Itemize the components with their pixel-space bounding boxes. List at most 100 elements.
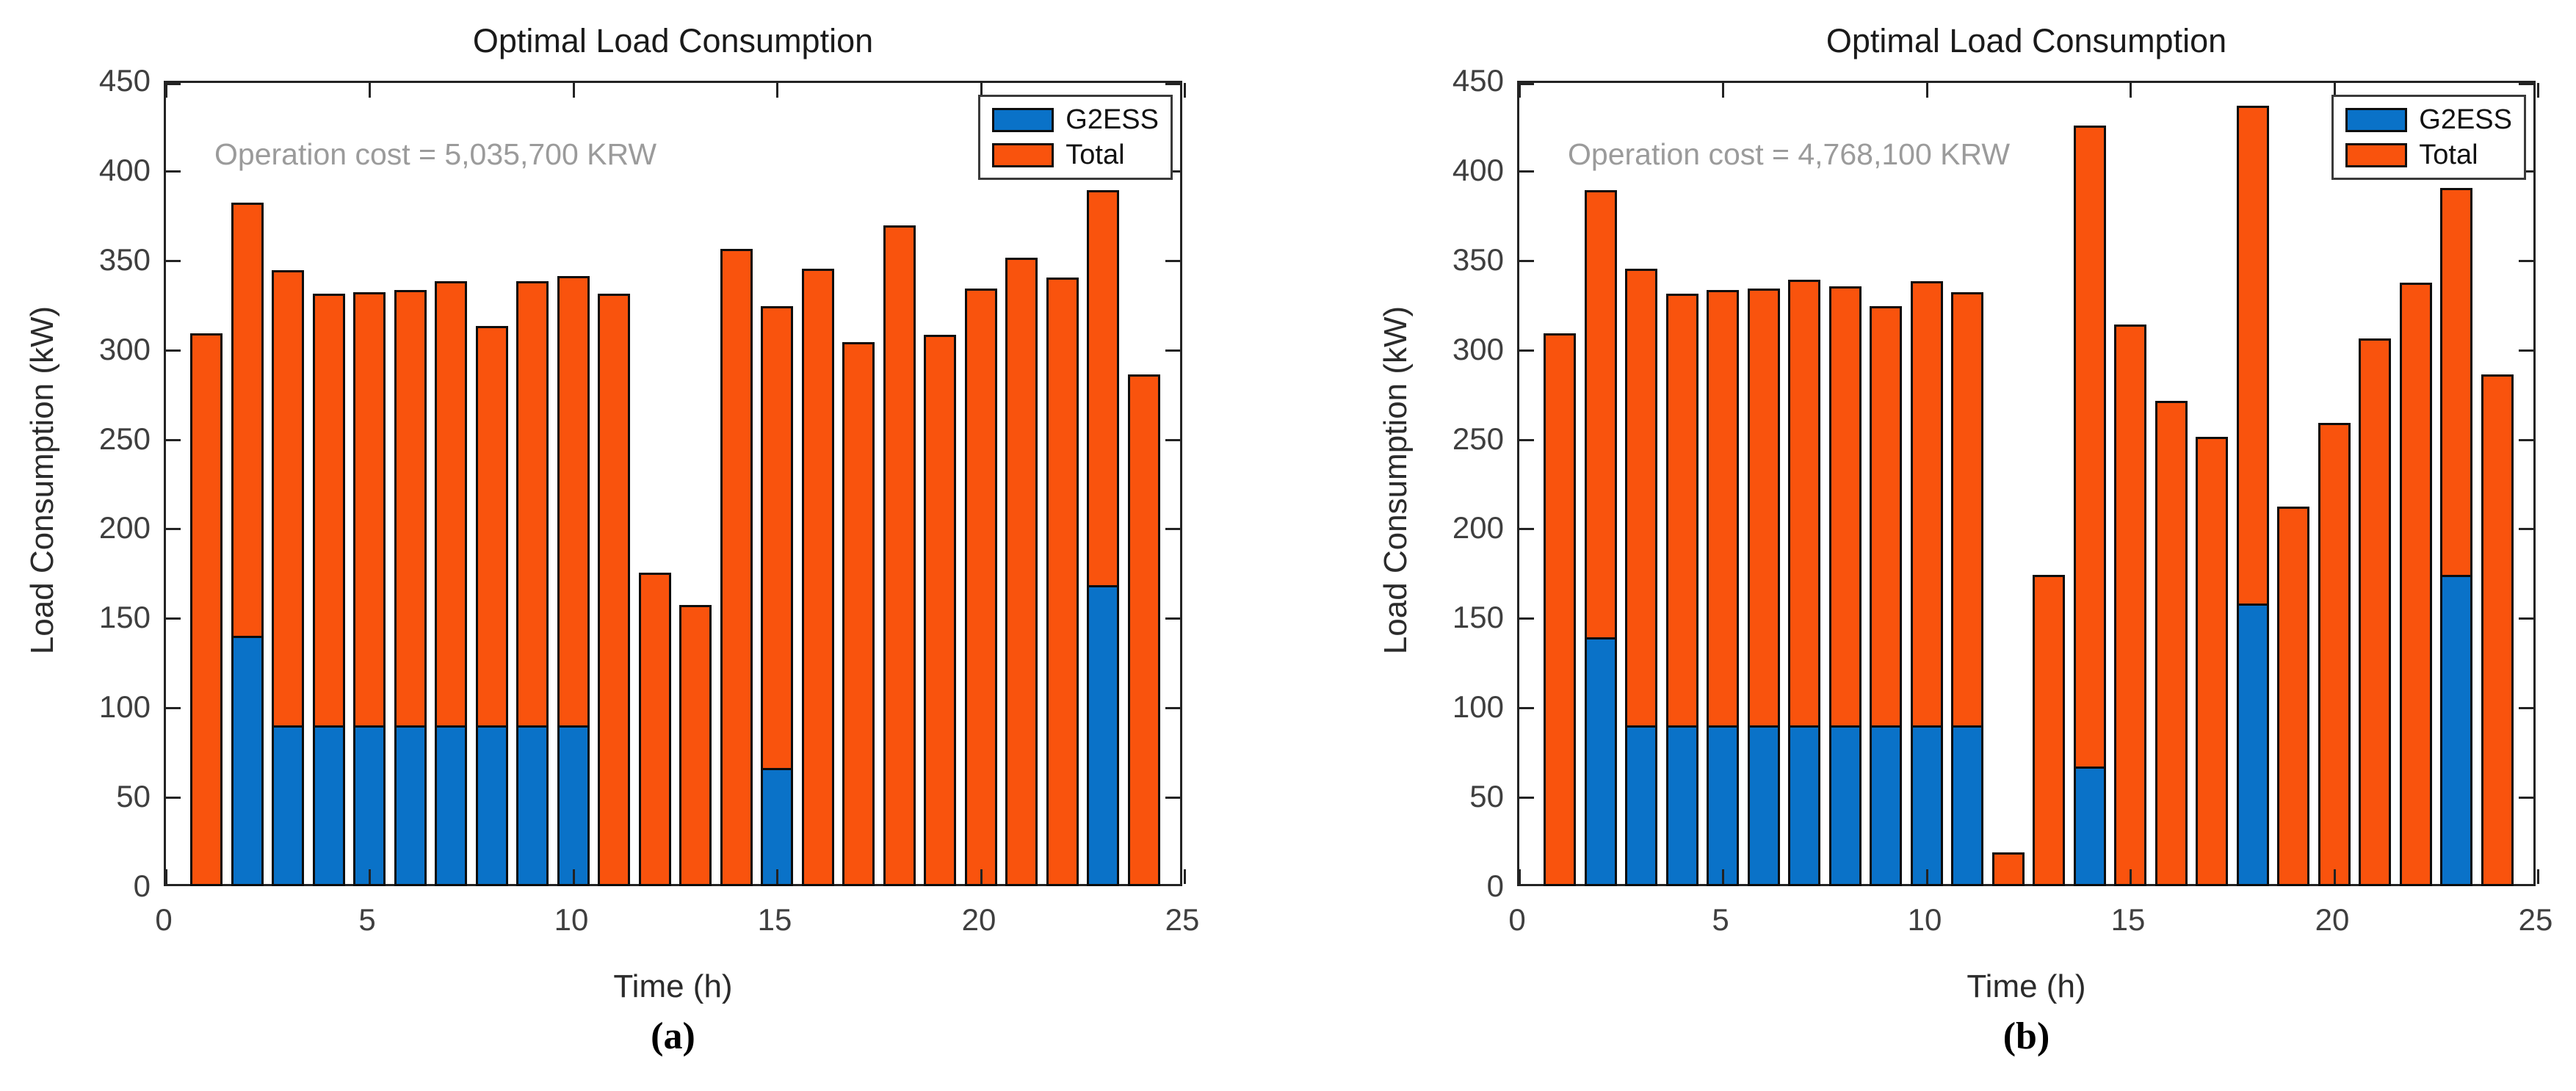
y-tick-mark-right — [2519, 170, 2533, 173]
g2ess-bar — [1951, 725, 1983, 886]
g2ess-bar — [1870, 725, 1902, 886]
y-tick-mark-right — [2519, 528, 2533, 530]
x-tick-mark-top — [776, 83, 778, 98]
total-bar — [1544, 333, 1576, 886]
operation-cost-annotation: Operation cost = 5,035,700 KRW — [214, 137, 657, 171]
y-tick-mark — [1519, 797, 1534, 799]
y-tick-label: 200 — [98, 510, 151, 545]
total-bar — [883, 225, 916, 886]
total-bar — [924, 335, 956, 886]
y-tick-mark-right — [2519, 797, 2533, 799]
legend-label: G2ESS — [2419, 104, 2512, 135]
x-tick-label: 5 — [358, 902, 376, 937]
y-tick-mark — [166, 617, 181, 620]
y-tick-mark — [166, 797, 181, 799]
total-swatch — [2345, 142, 2408, 167]
x-axis-label: Time (h) — [1967, 968, 2086, 1004]
x-tick-label: 10 — [554, 902, 589, 937]
y-tick-label: 200 — [1452, 510, 1504, 545]
y-tick-label: 400 — [1452, 153, 1504, 187]
x-tick-mark — [2537, 869, 2539, 884]
total-bar — [2033, 575, 2065, 886]
plot-area: Operation cost = 5,035,700 KRW G2ESS Total — [164, 81, 1186, 886]
y-tick-mark-right — [1165, 349, 1180, 352]
y-tick-label: 450 — [1452, 63, 1504, 98]
legend-label: Total — [1066, 139, 1125, 170]
y-tick-label: 100 — [1452, 689, 1504, 724]
x-tick-label: 25 — [2518, 902, 2553, 937]
legend-box: G2ESS Total — [2331, 95, 2526, 180]
y-tick-label: 350 — [1452, 242, 1504, 277]
y-tick-mark — [1519, 349, 1534, 352]
x-tick-mark — [2334, 869, 2336, 884]
y-tick-mark — [1519, 617, 1534, 620]
g2ess-bar — [435, 725, 467, 886]
y-tick-mark — [166, 884, 181, 886]
total-bar — [2481, 374, 2514, 886]
y-tick-mark — [1519, 528, 1534, 530]
x-tick-label: 0 — [155, 902, 173, 937]
g2ess-bar — [1829, 725, 1862, 886]
g2ess-bar — [313, 725, 345, 886]
x-tick-mark — [2130, 869, 2132, 884]
x-tick-mark — [980, 869, 983, 884]
legend-entry-g2ess: G2ESS — [992, 106, 1159, 134]
y-tick-label: 250 — [1452, 421, 1504, 456]
y-tick-label: 350 — [98, 242, 151, 277]
chart-title: Optimal Load Consumption — [472, 22, 874, 59]
total-bar — [720, 249, 753, 886]
legend-entry-total: Total — [2345, 141, 2512, 169]
x-tick-mark — [165, 869, 167, 884]
x-tick-mark-top — [369, 83, 371, 98]
total-bar — [1992, 852, 2025, 886]
x-tick-mark-top — [165, 83, 167, 98]
subfigure-caption: (b) — [2002, 1015, 2050, 1057]
chart-title: Optimal Load Consumption — [1826, 22, 2227, 59]
y-tick-label: 150 — [98, 600, 151, 634]
x-tick-mark — [1184, 869, 1186, 884]
y-tick-label: 50 — [116, 779, 151, 813]
g2ess-bar — [394, 725, 427, 886]
x-tick-label: 15 — [757, 902, 792, 937]
x-tick-mark — [776, 869, 778, 884]
total-bar — [802, 269, 834, 886]
total-bar — [2359, 338, 2391, 886]
x-tick-mark-top — [1722, 83, 1724, 98]
y-tick-mark-right — [1165, 528, 1180, 530]
g2ess-bar — [1911, 725, 1943, 886]
y-tick-label: 0 — [133, 869, 151, 903]
x-axis-label: Time (h) — [613, 968, 733, 1004]
g2ess-bar — [2440, 575, 2472, 886]
y-tick-mark — [166, 528, 181, 530]
x-tick-label: 15 — [2110, 902, 2146, 937]
x-tick-mark — [1722, 869, 1724, 884]
g2ess-bar — [761, 768, 793, 886]
legend-label: Total — [2419, 139, 2478, 170]
x-tick-label: 5 — [1712, 902, 1729, 937]
legend-label: G2ESS — [1066, 104, 1159, 135]
legend-box: G2ESS Total — [978, 95, 1173, 180]
y-tick-label: 300 — [1452, 332, 1504, 366]
x-tick-mark — [369, 869, 371, 884]
y-tick-label: 250 — [98, 421, 151, 456]
g2ess-bar — [1625, 725, 1657, 886]
total-bar — [2155, 401, 2188, 886]
y-tick-mark-right — [1165, 83, 1180, 85]
y-tick-mark — [166, 83, 181, 85]
g2ess-bar — [353, 725, 386, 886]
x-tick-mark — [1519, 869, 1521, 884]
y-tick-mark-right — [2519, 260, 2533, 262]
g2ess-bar — [476, 725, 508, 886]
legend-entry-g2ess: G2ESS — [2345, 106, 2512, 134]
total-bar — [2400, 283, 2432, 886]
g2ess-swatch — [2345, 107, 2408, 132]
total-bar — [639, 573, 671, 886]
subfigure-caption: (a) — [651, 1015, 695, 1057]
total-bar — [679, 605, 712, 886]
total-bar — [598, 294, 630, 886]
y-tick-mark-right — [1165, 260, 1180, 262]
y-tick-mark — [166, 260, 181, 262]
y-tick-mark — [1519, 83, 1534, 85]
